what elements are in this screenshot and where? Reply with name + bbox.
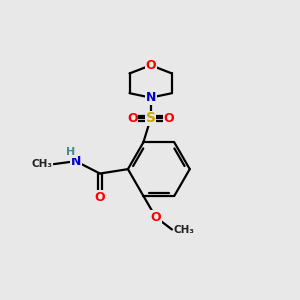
Text: O: O [127,112,138,125]
Text: CH₃: CH₃ [31,159,52,169]
Text: H: H [66,147,75,158]
Text: N: N [146,91,156,104]
Text: N: N [70,155,81,168]
Text: S: S [146,111,156,125]
Text: CH₃: CH₃ [173,225,194,235]
Text: O: O [146,59,156,72]
Text: O: O [164,112,174,125]
Text: O: O [150,211,161,224]
Text: O: O [94,190,105,204]
Text: S: S [146,111,156,125]
